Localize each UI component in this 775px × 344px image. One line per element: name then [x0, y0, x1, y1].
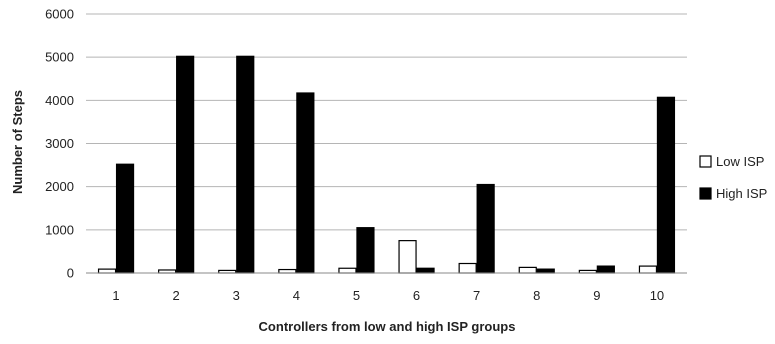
y-tick-label: 0: [67, 266, 74, 281]
legend-swatch-low-isp: [699, 155, 712, 168]
x-tick-label: 3: [233, 288, 240, 303]
x-tick-label: 4: [293, 288, 300, 303]
x-tick-label: 7: [473, 288, 480, 303]
legend-label: Low ISP: [716, 154, 764, 169]
legend-swatch-high-isp: [699, 187, 712, 200]
y-tick-label: 1000: [45, 222, 74, 237]
x-tick-label: 1: [112, 288, 119, 303]
bar-high-isp-4: [296, 92, 315, 274]
x-tick-label: 10: [650, 288, 664, 303]
x-tick-labels: 1 2 3 4 5 6 7 8 9 10: [112, 288, 664, 303]
y-tick-labels: 0 1000 2000 3000 4000 5000 6000: [45, 7, 74, 281]
legend: Low ISP High ISP: [699, 154, 767, 201]
bar-low-isp-8: [518, 266, 537, 274]
y-tick-label: 6000: [45, 7, 74, 22]
x-tick-label: 2: [173, 288, 180, 303]
y-tick-label: 4000: [45, 93, 74, 108]
bar-high-isp-8: [536, 268, 555, 274]
bar-low-isp-10: [638, 265, 658, 274]
bar-high-isp-10: [656, 96, 676, 274]
y-tick-label: 5000: [45, 50, 74, 65]
bar-low-isp-5: [338, 267, 357, 274]
bar-low-isp-6: [398, 240, 417, 274]
bar-high-isp-6: [416, 267, 435, 274]
bar-high-isp-5: [356, 227, 375, 274]
x-tick-label: 8: [533, 288, 540, 303]
x-tick-label: 5: [353, 288, 360, 303]
bar-high-isp-7: [476, 183, 495, 274]
bar-low-isp-4: [278, 268, 297, 274]
bar-high-isp-9: [596, 265, 615, 274]
bar-low-isp-1: [97, 268, 117, 274]
y-tick-label: 2000: [45, 179, 74, 194]
bar-low-isp-7: [458, 262, 477, 274]
x-axis-label: Controllers from low and high ISP groups: [259, 319, 516, 334]
bar-high-isp-2: [176, 55, 195, 274]
bars: [97, 55, 676, 274]
legend-label: High ISP: [716, 186, 767, 201]
bar-high-isp-1: [115, 163, 135, 274]
x-tick-label: 6: [413, 288, 420, 303]
bar-high-isp-3: [236, 55, 255, 274]
x-tick-label: 9: [593, 288, 600, 303]
y-tick-label: 3000: [45, 136, 74, 151]
y-axis-label: Number of Steps: [10, 90, 25, 194]
